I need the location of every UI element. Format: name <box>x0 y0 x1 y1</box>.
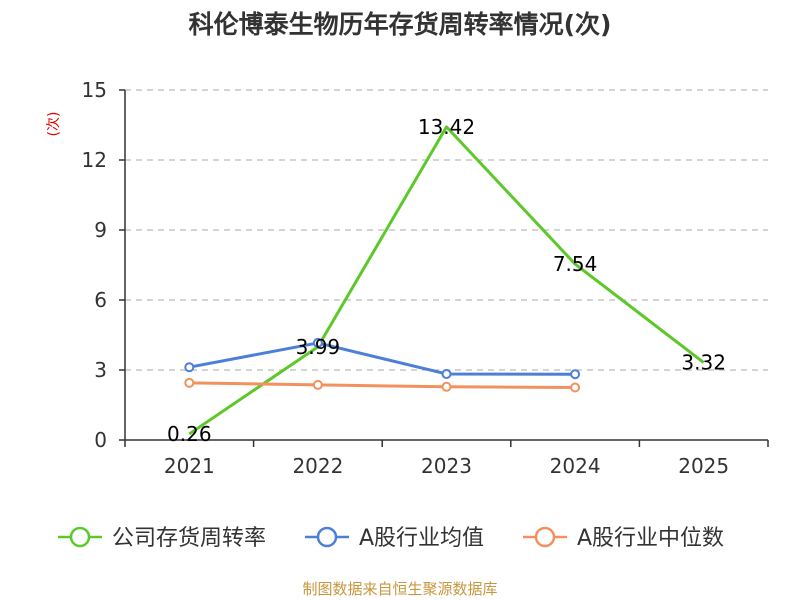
x-tick-label-2023: 2023 <box>421 454 472 478</box>
legend-swatch-marker <box>316 526 338 548</box>
data-label: 7.54 <box>553 252 598 276</box>
y-tick-label: 6 <box>94 288 107 312</box>
series-line-2 <box>189 381 576 389</box>
y-tick-label: 15 <box>82 78 107 102</box>
data-label: 3.99 <box>296 335 341 359</box>
series-line-1 <box>189 341 576 376</box>
x-tick-label-2022: 2022 <box>292 454 343 478</box>
legend-label-1: A股行业均值 <box>359 526 484 551</box>
data-label: 3.32 <box>681 351 726 375</box>
legend-label-2: A股行业中位数 <box>577 526 724 551</box>
tick-labels: 0 3 6 9 12 15 2021 2022 2023 2024 2025 <box>82 78 730 478</box>
y-tick-label: 12 <box>82 148 107 172</box>
series-2-point <box>184 377 195 388</box>
source-note: 制图数据来自恒生聚源数据库 <box>302 580 497 598</box>
y-tick-label: 9 <box>94 218 107 242</box>
axes <box>119 89 769 447</box>
legend: 公司存货周转率 A股行业均值 A股行业中位数 <box>58 526 724 551</box>
y-tick-label: 0 <box>94 428 107 452</box>
x-tick-label-2025: 2025 <box>678 454 729 478</box>
legend-swatch-marker <box>534 526 556 548</box>
series-lines <box>184 125 705 436</box>
series-2-point <box>441 381 452 392</box>
series-2-point <box>312 379 323 390</box>
series-1-point <box>441 368 452 379</box>
data-label: 0.26 <box>167 422 212 446</box>
legend-swatch-marker <box>69 526 91 548</box>
series-1-point <box>312 337 323 348</box>
legend-label-0: 公司存货周转率 <box>112 526 266 551</box>
x-tick-label-2021: 2021 <box>164 454 215 478</box>
series-line-0 <box>188 125 705 436</box>
data-labels: 0.26 3.99 13.42 7.54 3.32 <box>167 115 726 446</box>
series-2-point <box>570 382 581 393</box>
data-label: 13.42 <box>418 115 475 139</box>
series-1-point <box>184 362 195 373</box>
chart-title: 科伦博泰生物历年存货周转率情况(次) <box>189 10 612 39</box>
series-1-point <box>570 369 581 380</box>
x-tick-label-2024: 2024 <box>550 454 601 478</box>
y-tick-label: 3 <box>94 358 107 382</box>
y-axis-unit-label: (次) <box>46 112 62 137</box>
